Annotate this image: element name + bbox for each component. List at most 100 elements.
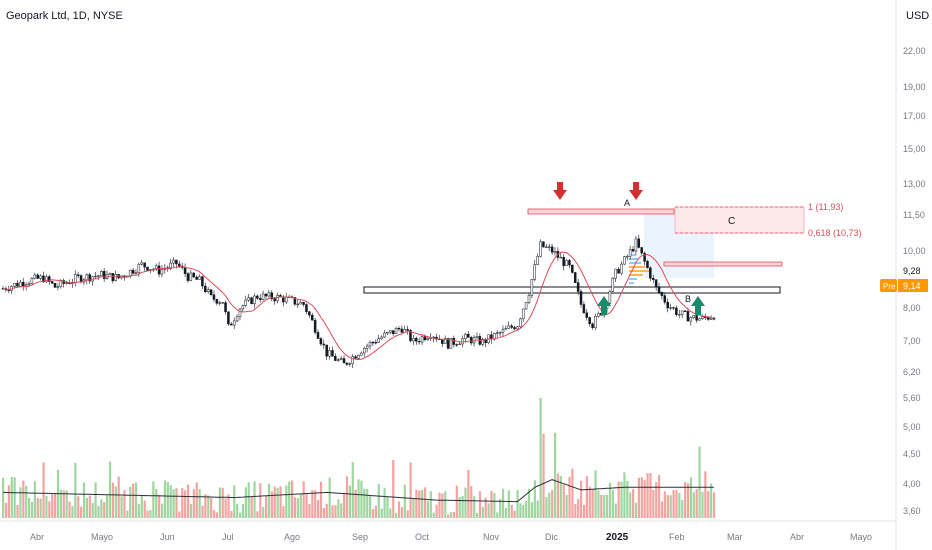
currency-label[interactable]: USD xyxy=(906,10,929,22)
candle-body xyxy=(559,257,563,259)
candle-body xyxy=(102,271,106,279)
volume-bar xyxy=(643,479,646,518)
volume-bar xyxy=(134,482,138,518)
time-tick: Mayo xyxy=(850,532,872,542)
candle-body xyxy=(302,302,305,305)
volume-bar xyxy=(536,500,539,518)
candle-body xyxy=(415,337,418,342)
volume-bar xyxy=(684,481,687,518)
volume-bar xyxy=(692,492,695,518)
candle-body xyxy=(389,330,392,333)
volume-bar xyxy=(559,476,562,518)
candle-body xyxy=(250,297,253,305)
volume-bar xyxy=(565,494,568,518)
candle-body xyxy=(319,338,323,345)
candle-body xyxy=(201,276,204,287)
candle-body xyxy=(579,291,583,305)
price-tick: 17,00 xyxy=(903,111,926,121)
volume-bar xyxy=(614,503,617,518)
candle-body xyxy=(657,286,661,293)
current-range-zone[interactable] xyxy=(663,261,783,267)
arrow-down-red-2[interactable] xyxy=(629,182,643,200)
volume-bar xyxy=(65,490,68,518)
volume-bar xyxy=(189,504,193,518)
candle-body xyxy=(206,289,210,292)
last-price: 9,28 xyxy=(903,266,921,276)
volume-bar xyxy=(432,512,435,518)
candle-body xyxy=(24,284,28,287)
volume-bar xyxy=(45,496,48,518)
candle-body xyxy=(383,332,386,338)
volume-bar xyxy=(42,462,45,518)
volume-bar xyxy=(132,483,135,518)
price-tick: 5,00 xyxy=(903,422,921,432)
candle-body xyxy=(30,278,34,284)
volume-bar xyxy=(663,491,667,518)
candle-body xyxy=(282,296,285,303)
candle-body xyxy=(536,256,539,265)
time-tick: Nov xyxy=(483,532,500,542)
volume-bar xyxy=(374,505,378,518)
candle-body xyxy=(230,323,233,326)
volume-bar xyxy=(513,510,516,518)
arrow-down-red-1[interactable] xyxy=(553,182,567,200)
candle-body xyxy=(386,331,389,334)
volume-bar xyxy=(146,510,149,518)
target-zone-c[interactable] xyxy=(674,206,805,234)
candle-body xyxy=(140,262,143,265)
volume-bar xyxy=(597,490,600,518)
candle-body xyxy=(452,338,456,345)
candle-body xyxy=(594,315,597,329)
resistance-zone[interactable] xyxy=(527,208,675,215)
time-tick: Mayo xyxy=(91,532,113,542)
candle-body xyxy=(464,333,467,339)
wave-label-c: C xyxy=(728,216,735,227)
volume-bar xyxy=(403,484,406,518)
candle-body xyxy=(204,285,207,292)
arrow-up-green-1[interactable] xyxy=(597,296,611,315)
pre-label-bg xyxy=(880,279,897,292)
volume-bar xyxy=(296,498,299,518)
candle-body xyxy=(39,275,42,279)
support-zone[interactable] xyxy=(363,286,781,294)
time-tick: Abr xyxy=(790,532,804,542)
time-tick: Jun xyxy=(160,532,175,542)
volume-bar xyxy=(504,508,508,518)
volume-bar xyxy=(328,477,331,518)
volume-bar xyxy=(455,485,458,518)
candle-body xyxy=(256,295,259,299)
vp-bar xyxy=(629,262,641,264)
candle-body xyxy=(13,282,16,287)
volume-bar xyxy=(360,480,363,518)
candle-body xyxy=(643,252,646,262)
arrow-up-green-2[interactable] xyxy=(691,296,705,315)
volume-bar xyxy=(343,492,346,518)
volume-bar xyxy=(253,481,256,518)
candle-body xyxy=(19,281,22,287)
volume-bar xyxy=(712,492,716,518)
volume-bar xyxy=(236,503,239,518)
volume-bar xyxy=(28,497,31,518)
candle-body xyxy=(547,246,551,248)
candle-body xyxy=(235,316,239,322)
candle-body xyxy=(640,247,643,254)
time-tick: Dic xyxy=(545,532,558,542)
volume-bar xyxy=(186,484,190,518)
volume-bar xyxy=(325,503,328,518)
candle-body xyxy=(588,317,591,325)
volume-bar xyxy=(371,508,375,518)
candle-body xyxy=(261,293,265,300)
candle-body xyxy=(111,273,115,282)
candle-body xyxy=(426,338,430,341)
candle-body xyxy=(637,238,641,248)
candle-body xyxy=(446,338,450,349)
volume-bar xyxy=(707,490,710,518)
volume-bar xyxy=(19,487,22,518)
volume-bar xyxy=(580,480,583,518)
candle-body xyxy=(620,263,623,274)
candle-body xyxy=(469,337,473,344)
volume-bar xyxy=(97,505,100,518)
candle-body xyxy=(591,323,594,329)
volume-bar xyxy=(54,493,57,518)
